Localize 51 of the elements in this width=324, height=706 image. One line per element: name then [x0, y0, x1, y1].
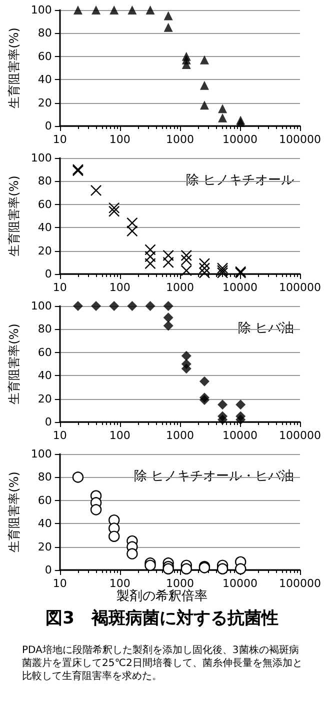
x-tick-label: 10000: [222, 281, 258, 294]
y-tick-label: 40: [38, 221, 52, 234]
x-tick-label: 100: [109, 281, 130, 294]
y-tick-label: 20: [38, 96, 52, 110]
x-axis-title: 製剤の希釈倍率: [116, 588, 208, 604]
x-tick-label: 10: [52, 429, 67, 442]
y-tick-label: 20: [38, 244, 52, 258]
y-tick-label: 100: [30, 448, 52, 460]
text: 図3 褐斑病菌に対する抗菌性: [46, 608, 278, 628]
x-tick-label: 100: [109, 133, 130, 146]
y-tick-label: 80: [38, 26, 52, 40]
x-tick-label: 100000: [279, 133, 322, 146]
y-tick-label: 0: [44, 120, 52, 132]
x-tick-label: 10: [52, 133, 67, 146]
y-tick-label: 100: [30, 300, 52, 312]
x-tick-label: 100000: [279, 577, 322, 590]
y-axis-title: 生育阻害率(%): [7, 324, 21, 404]
y-axis-title: 生育阻害率(%): [7, 28, 21, 108]
y-tick-label: 80: [38, 174, 52, 188]
x-tick-label: 10000: [222, 133, 258, 146]
x-tick-label: 10: [52, 577, 67, 590]
y-tick-label: 100: [30, 152, 52, 164]
y-tick-label: 40: [38, 517, 52, 530]
y-tick-label: 0: [44, 268, 52, 280]
y-tick-label: 80: [38, 470, 52, 484]
y-tick-label: 40: [38, 369, 52, 382]
y-tick-label: 60: [38, 494, 52, 507]
y-axis-title: 生育阻害率(%): [7, 472, 21, 552]
x-tick-label: 100: [109, 577, 130, 590]
y-tick-label: 0: [44, 416, 52, 428]
x-tick-label: 100000: [279, 281, 322, 294]
y-tick-label: 60: [38, 198, 52, 211]
x-tick-label: 1000: [166, 133, 194, 146]
x-tick-label: 1000: [166, 577, 194, 590]
y-tick-label: 20: [38, 540, 52, 554]
y-tick-label: 80: [38, 322, 52, 336]
x-tick-label: 10: [52, 281, 67, 294]
x-tick-label: 10000: [222, 577, 258, 590]
y-tick-label: 60: [38, 346, 52, 359]
y-tick-label: 0: [44, 564, 52, 576]
x-tick-label: 1000: [166, 281, 194, 294]
x-tick-label: 10000: [222, 429, 258, 442]
y-tick-label: 20: [38, 392, 52, 406]
x-tick-label: 1000: [166, 429, 194, 442]
y-tick-label: 40: [38, 73, 52, 86]
y-axis-title: 生育阻害率(%): [7, 176, 21, 256]
text: PDA培地に段階希釈した製剤を添加し固化後、3菌株の褐斑病菌叢片を置床して25℃2日間培養して、菌糸伸長量を無添加と比較して生育阻害率を求めた。: [22, 644, 302, 682]
y-tick-label: 60: [38, 50, 52, 63]
x-tick-label: 100: [109, 429, 130, 442]
y-tick-label: 100: [30, 4, 52, 16]
x-tick-label: 100000: [279, 429, 322, 442]
